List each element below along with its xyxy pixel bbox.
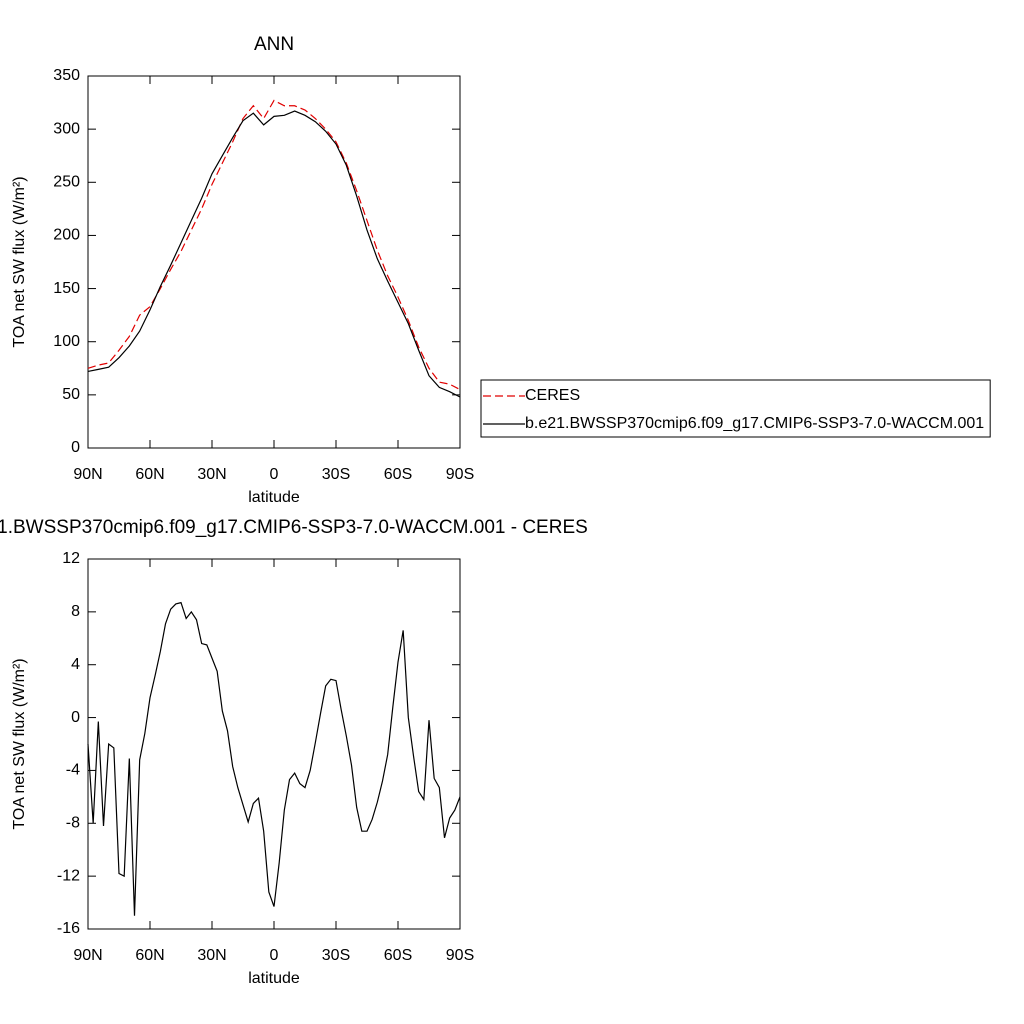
x-tick-label: 60S [384, 466, 412, 483]
x-tick-label: 90N [73, 466, 102, 483]
x-tick-label: 30S [322, 466, 350, 483]
y-tick-label: 200 [53, 227, 80, 244]
y-tick-label: 100 [53, 333, 80, 350]
data-line [87, 110, 461, 398]
x-axis-label: latitude [248, 489, 300, 506]
x-tick-label: 30N [197, 466, 226, 483]
chart-title: ANN [254, 34, 294, 55]
y-tick-label: -12 [57, 867, 80, 884]
y-tick-label: -16 [57, 920, 80, 937]
plot-frame [87, 558, 461, 930]
y-tick-label: 350 [53, 67, 80, 84]
y-tick-label: 50 [62, 386, 80, 403]
x-tick-label: 0 [270, 466, 279, 483]
plot-frame [87, 75, 461, 449]
data-line [87, 99, 461, 391]
x-tick-label: 60S [384, 947, 412, 964]
x-tick-label: 90N [73, 947, 102, 964]
legend: CERES b.e21.BWSSP370cmip6.f09_g17.CMIP6-S… [480, 379, 991, 438]
y-tick-label: -4 [66, 762, 80, 779]
y-tick-label: -8 [66, 815, 80, 832]
y-tick-label: 300 [53, 120, 80, 137]
x-tick-label: 30S [322, 947, 350, 964]
x-tick-label: 90S [446, 466, 474, 483]
x-tick-label: 30N [197, 947, 226, 964]
legend-label: b.e21.BWSSP370cmip6.f09_g17.CMIP6-SSP3-7… [525, 415, 984, 432]
y-axis-label: TOA net SW flux (W/m²) [11, 176, 28, 347]
y-tick-label: 8 [71, 603, 80, 620]
x-tick-label: 90S [446, 947, 474, 964]
y-tick-label: 250 [53, 174, 80, 191]
data-line [87, 601, 461, 916]
y-tick-label: 0 [71, 709, 80, 726]
x-tick-label: 60N [135, 466, 164, 483]
y-tick-label: 0 [71, 439, 80, 456]
x-tick-label: 60N [135, 947, 164, 964]
y-tick-label: 150 [53, 280, 80, 297]
y-tick-label: 12 [62, 550, 80, 567]
chart-title: b.e21.BWSSP370cmip6.f09_g17.CMIP6-SSP3-7… [0, 517, 588, 538]
x-tick-label: 0 [270, 947, 279, 964]
legend-box [480, 379, 991, 438]
y-axis-label: TOA net SW flux (W/m²) [11, 658, 28, 829]
y-tick-label: 4 [71, 656, 80, 673]
x-axis-label: latitude [248, 970, 300, 987]
legend-label: CERES [525, 387, 580, 404]
